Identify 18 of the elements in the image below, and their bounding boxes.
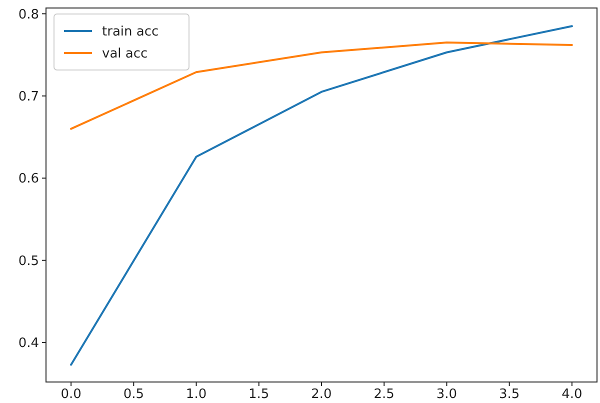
- x-tick-label: 2.5: [374, 387, 394, 402]
- y-tick-label: 0.8: [18, 7, 39, 22]
- y-tick-label: 0.7: [18, 90, 39, 104]
- x-tick-label: 3.0: [436, 387, 458, 402]
- x-tick-label: 1.5: [248, 387, 270, 402]
- x-tick-label: 0.5: [123, 387, 144, 402]
- y-tick-label: 0.5: [18, 254, 39, 269]
- line-series: [70, 25, 573, 366]
- x-tick-label: 1.0: [186, 387, 207, 402]
- legend-label: train acc: [102, 24, 159, 40]
- y-tick-label: 0.6: [18, 172, 39, 187]
- legend-label: val acc: [102, 46, 148, 62]
- x-tick-label: 2.0: [311, 387, 332, 402]
- x-tick-label: 3.5: [498, 387, 520, 402]
- line-series: [70, 42, 573, 130]
- x-tick-label: 4.0: [562, 387, 582, 402]
- x-tick-label: 0.0: [60, 387, 82, 402]
- y-tick-label: 0.4: [18, 336, 39, 352]
